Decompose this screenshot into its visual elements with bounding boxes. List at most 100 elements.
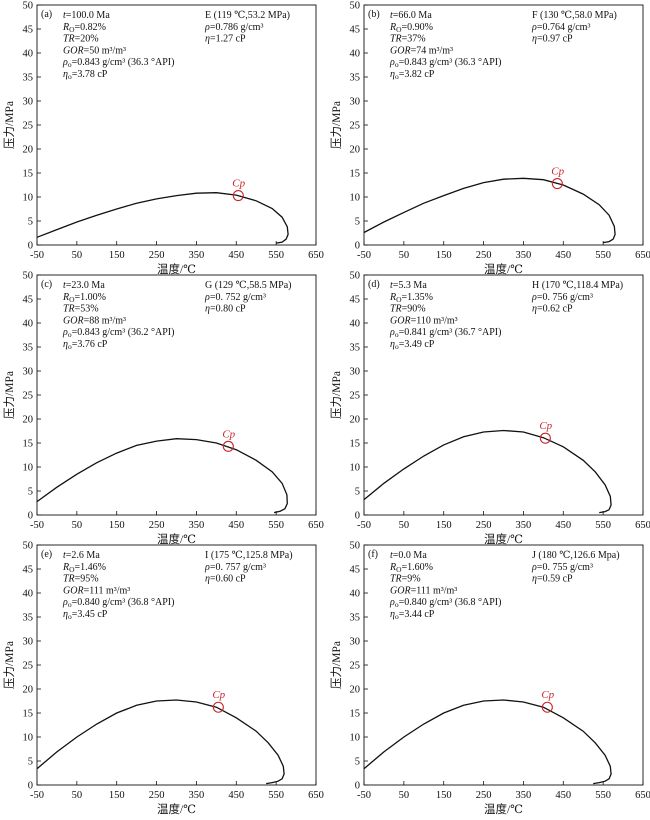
x-tick-label: -50 (357, 520, 371, 531)
chart-panel-a: 0 5 10 15 20 25 30 35 40 45 50 -50 50 150 250 350 450 550… (3, 1, 324, 277)
x-tick-label: 250 (476, 520, 492, 531)
x-tick-label: 350 (516, 790, 532, 801)
x-tick-label: 50 (72, 790, 83, 801)
x-tick-label: 450 (228, 790, 244, 801)
x-tick-label: 650 (308, 520, 324, 531)
y-tick-label: 40 (23, 319, 34, 330)
annotation-left-3: GOR=110 m³/m³ (390, 315, 458, 326)
y-tick-label: 0 (28, 781, 33, 792)
annotation-right-1: ρ=0. 756 g/cm³ (531, 292, 593, 303)
critical-point-marker (232, 190, 244, 202)
y-tick-label: 15 (350, 169, 361, 180)
x-tick-label: 150 (436, 250, 452, 261)
x-tick-label: 50 (399, 250, 410, 261)
x-tick-label: 350 (189, 250, 205, 261)
annotation-left-2: TR=37% (390, 34, 426, 45)
annotation-left-4: ρo=0.843 g/cm³ (36.3 °API) (62, 57, 174, 69)
x-tick-label: 550 (268, 790, 284, 801)
critical-point-label: Cp (539, 420, 552, 432)
annotation-left-4: ρo=0.840 g/cm³ (36.8 °API) (62, 597, 174, 609)
annotation-left-2: TR=95% (63, 574, 99, 585)
annotation-left-1: RO=0.82% (62, 22, 106, 34)
x-tick-label: 350 (189, 520, 205, 531)
x-tick-label: 450 (555, 520, 571, 531)
annotation-right-2: η=0.59 cP (532, 574, 573, 585)
phase-envelope-line (36, 192, 289, 244)
annotation-left-4: ρo=0.843 g/cm³ (36.3 °API) (389, 57, 501, 69)
y-tick-label: 40 (350, 589, 361, 600)
y-tick-label: 20 (23, 145, 34, 156)
phase-envelope-line (363, 177, 616, 244)
y-tick-label: 35 (350, 343, 361, 354)
y-tick-label: 30 (23, 367, 34, 378)
x-tick-label: 550 (595, 520, 611, 531)
y-tick-label: 35 (350, 613, 361, 624)
y-tick-label: 50 (23, 1, 34, 12)
annotation-left-2: TR=53% (63, 304, 99, 315)
x-tick-label: 250 (149, 790, 165, 801)
y-tick-label: 45 (23, 25, 34, 36)
x-tick-label: 50 (399, 520, 410, 531)
x-axis-label: 温度/℃ (157, 262, 196, 276)
x-axis-label: 温度/℃ (157, 802, 196, 816)
y-tick-label: 50 (350, 271, 361, 282)
x-tick-label: 650 (635, 790, 650, 801)
x-tick-label: 50 (399, 790, 410, 801)
annotation-left-0: t=2.6 Ma (63, 550, 100, 561)
annotation-right-2: η=1.27 cP (205, 34, 246, 45)
y-tick-label: 0 (28, 241, 33, 252)
x-tick-label: 250 (476, 790, 492, 801)
critical-point-label: Cp (551, 166, 564, 178)
y-tick-label: 20 (23, 685, 34, 696)
y-tick-label: 35 (23, 73, 34, 84)
critical-point-marker (539, 432, 551, 444)
panel-label: (c) (41, 279, 52, 290)
annotation-right-1: ρ=0. 752 g/cm³ (204, 292, 266, 303)
annotation-left-3: GOR=74 m³/m³ (390, 45, 453, 56)
y-tick-label: 40 (350, 49, 361, 60)
panel-label: (d) (368, 279, 380, 290)
y-tick-label: 20 (350, 685, 361, 696)
y-tick-label: 25 (23, 661, 34, 672)
critical-point-label: Cp (541, 689, 554, 701)
y-tick-label: 40 (23, 49, 34, 60)
annotation-right-1: ρ=0. 757 g/cm³ (204, 562, 266, 573)
annotation-left-5: ηo=3.45 cP (63, 609, 108, 621)
y-tick-label: 0 (355, 241, 360, 252)
annotation-left-3: GOR=111 m³/m³ (390, 585, 457, 596)
x-tick-label: 150 (436, 520, 452, 531)
y-tick-label: 25 (23, 121, 34, 132)
x-axis-label: 温度/℃ (484, 802, 523, 816)
x-tick-label: -50 (30, 790, 44, 801)
x-tick-label: -50 (30, 520, 44, 531)
x-tick-label: 150 (436, 790, 452, 801)
annotation-left-0: t=0.0 Ma (390, 550, 427, 561)
annotation-right-2: η=0.62 cP (532, 304, 573, 315)
y-axis-label: 压力/MPa (330, 371, 343, 419)
annotation-right-2: η=0.60 cP (205, 574, 246, 585)
x-tick-label: 650 (635, 250, 650, 261)
chart-panel-b: 0 5 10 15 20 25 30 35 40 45 50 -50 50 150 250 350 450 550… (330, 1, 650, 277)
y-tick-label: 50 (23, 541, 34, 552)
annotation-left-1: RO=1.60% (389, 562, 433, 574)
annotation-left-3: GOR=111 m³/m³ (63, 585, 130, 596)
y-tick-label: 15 (23, 439, 34, 450)
annotation-right-1: ρ=0.786 g/cm³ (204, 22, 263, 33)
x-tick-label: 650 (635, 520, 650, 531)
y-tick-label: 30 (350, 97, 361, 108)
y-tick-label: 45 (23, 295, 34, 306)
y-tick-label: 10 (23, 463, 34, 474)
y-tick-label: 45 (23, 565, 34, 576)
x-tick-label: 250 (149, 250, 165, 261)
annotation-left-1: RO=0.90% (389, 22, 433, 34)
panel-label: (f) (368, 549, 378, 560)
y-tick-label: 20 (350, 145, 361, 156)
x-axis-label: 温度/℃ (157, 532, 196, 546)
y-tick-label: 30 (23, 637, 34, 648)
critical-point-label: Cp (222, 428, 235, 440)
y-tick-label: 45 (350, 565, 361, 576)
x-tick-label: 550 (268, 250, 284, 261)
y-tick-label: 5 (28, 487, 33, 498)
annotation-right-0: H (170 ℃,118.4 MPa) (532, 280, 623, 291)
x-axis-label: 温度/℃ (484, 262, 523, 276)
